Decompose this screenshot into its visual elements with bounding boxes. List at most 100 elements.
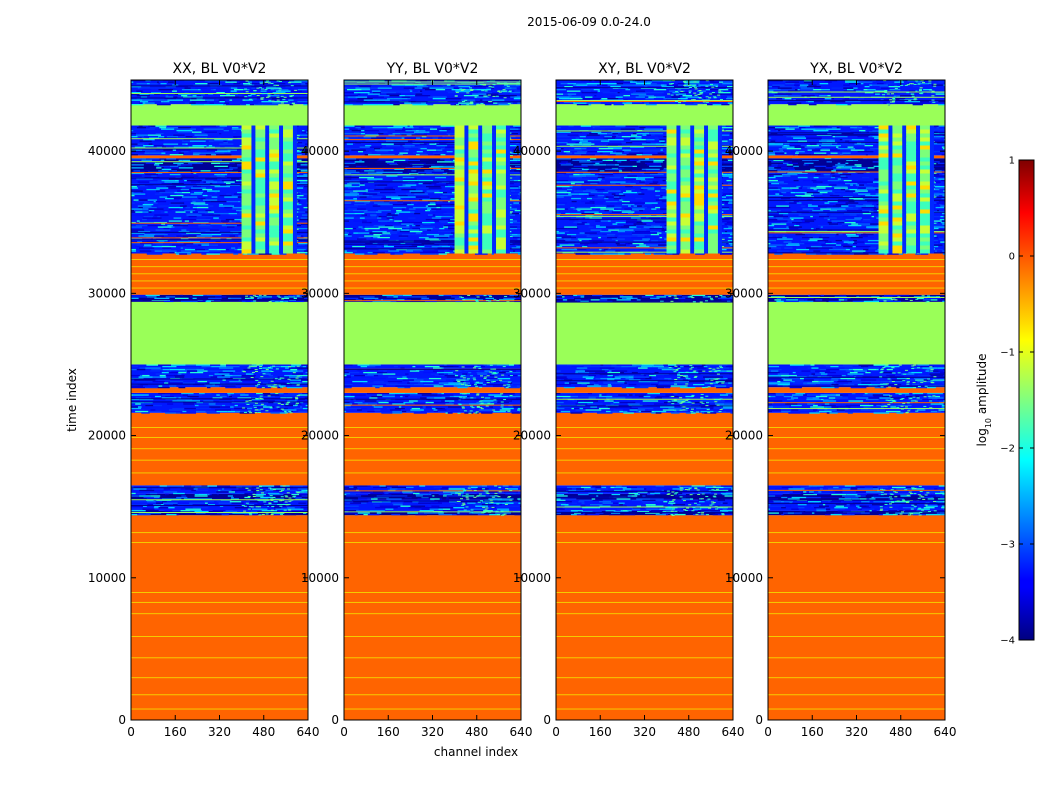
y-tick-label: 30000	[513, 286, 551, 300]
stripe	[344, 259, 521, 260]
noise-streaks	[556, 80, 733, 106]
y-tick-label: 0	[755, 713, 763, 727]
stripe	[556, 472, 733, 474]
stripe	[344, 266, 521, 268]
stripe	[344, 472, 521, 474]
channel-columns	[241, 125, 297, 254]
y-tick-label: 0	[543, 713, 551, 727]
y-tick-label: 10000	[301, 571, 339, 585]
noise-streaks	[556, 485, 733, 495]
band-dark	[556, 493, 733, 500]
panel-xy: XY, BL V0*V2 0 160 320 480 640 0 10000 20000 3000…	[513, 61, 745, 739]
stripe	[344, 601, 521, 603]
noise-streaks	[344, 392, 521, 414]
y-tick-label: 30000	[301, 286, 339, 300]
band-green	[768, 301, 945, 365]
heatmap-image	[131, 80, 308, 720]
y-tick-label: 40000	[301, 144, 339, 158]
noise-streaks	[768, 510, 945, 516]
x-tick-label: 160	[801, 725, 824, 739]
colorbar-tick-label: −3	[1000, 540, 1015, 551]
stripe	[556, 280, 733, 282]
band-orange	[131, 387, 308, 393]
stripe	[768, 532, 945, 534]
y-tick-label: 20000	[301, 429, 339, 443]
stripe	[768, 266, 945, 268]
stripe	[556, 708, 733, 710]
x-tick-label: 320	[208, 725, 231, 739]
stripe	[768, 657, 945, 659]
band-green	[556, 301, 733, 365]
x-tick-label: 160	[377, 725, 400, 739]
stripe	[344, 280, 521, 282]
y-tick-label: 40000	[88, 144, 126, 158]
y-tick-label: 30000	[725, 286, 763, 300]
x-tick-label: 0	[340, 725, 348, 739]
stripe	[556, 542, 733, 544]
colorbar: 1 0 −1 −2 −3 −4 log10 amplitude	[975, 156, 1035, 647]
noise-streaks	[768, 493, 945, 501]
stripe	[768, 708, 945, 710]
figure-title: 2015-06-09 0.0-24.0	[527, 15, 651, 29]
colorbar-label: log10 amplitude	[975, 354, 993, 447]
stripe	[131, 273, 308, 275]
band-dark	[556, 294, 733, 302]
x-tick-label: 320	[421, 725, 444, 739]
y-tick-label: 0	[331, 713, 339, 727]
band-green	[344, 104, 521, 126]
y-tick-label: 10000	[513, 571, 551, 585]
panel-yx: YX, BL V0*V2 0 160 320 480 640 0 10000 20000 3000…	[725, 61, 957, 739]
y-tick-label: 10000	[88, 571, 126, 585]
stripe	[131, 613, 308, 615]
band-orange	[556, 155, 733, 159]
x-tick-label: 160	[164, 725, 187, 739]
stripe	[131, 657, 308, 659]
band-dark	[131, 493, 308, 500]
stripe	[768, 273, 945, 275]
noise-streaks	[768, 364, 945, 389]
stripe	[768, 448, 945, 450]
x-tick-label: 480	[252, 725, 275, 739]
y-tick-label: 0	[118, 713, 126, 727]
stripe	[131, 532, 308, 534]
noise-streaks	[556, 499, 733, 512]
band-orange	[344, 515, 521, 720]
band-noise	[344, 485, 521, 494]
panels: XX, BL V0*V2 0 160 320 480 640 0 10000 20000 3000…	[88, 61, 957, 739]
stripe	[131, 280, 308, 282]
stripe	[344, 613, 521, 615]
band-dark	[556, 510, 733, 516]
stripe	[556, 636, 733, 637]
heatmap-image	[768, 80, 945, 720]
heatmap-image	[556, 80, 733, 720]
stripe	[131, 601, 308, 603]
noise-streaks	[344, 485, 521, 495]
noise-streaks	[556, 294, 733, 303]
stripe	[768, 259, 945, 260]
stripe	[344, 532, 521, 534]
colorbar-tick-label: 1	[1009, 156, 1015, 167]
stripe	[131, 448, 308, 450]
stripe	[556, 694, 733, 696]
stripe	[556, 273, 733, 275]
colorbar-gradient	[1018, 159, 1035, 641]
stripe	[556, 532, 733, 534]
band-green	[556, 104, 733, 126]
stripe	[768, 613, 945, 615]
noise-streaks	[556, 364, 733, 389]
stripe	[768, 280, 945, 282]
stripe	[131, 694, 308, 696]
band-green	[131, 301, 308, 365]
band-green	[131, 104, 308, 126]
x-tick-label: 640	[510, 725, 533, 739]
noise-streaks	[344, 499, 521, 512]
noise-streaks	[556, 493, 733, 501]
stripe	[556, 613, 733, 615]
stripe	[768, 542, 945, 544]
stripe	[556, 592, 733, 593]
stripe	[131, 287, 308, 289]
stripe	[344, 287, 521, 289]
noise-streaks	[768, 294, 945, 303]
y-tick-label: 40000	[513, 144, 551, 158]
colorbar-tick-label: 0	[1009, 252, 1015, 263]
